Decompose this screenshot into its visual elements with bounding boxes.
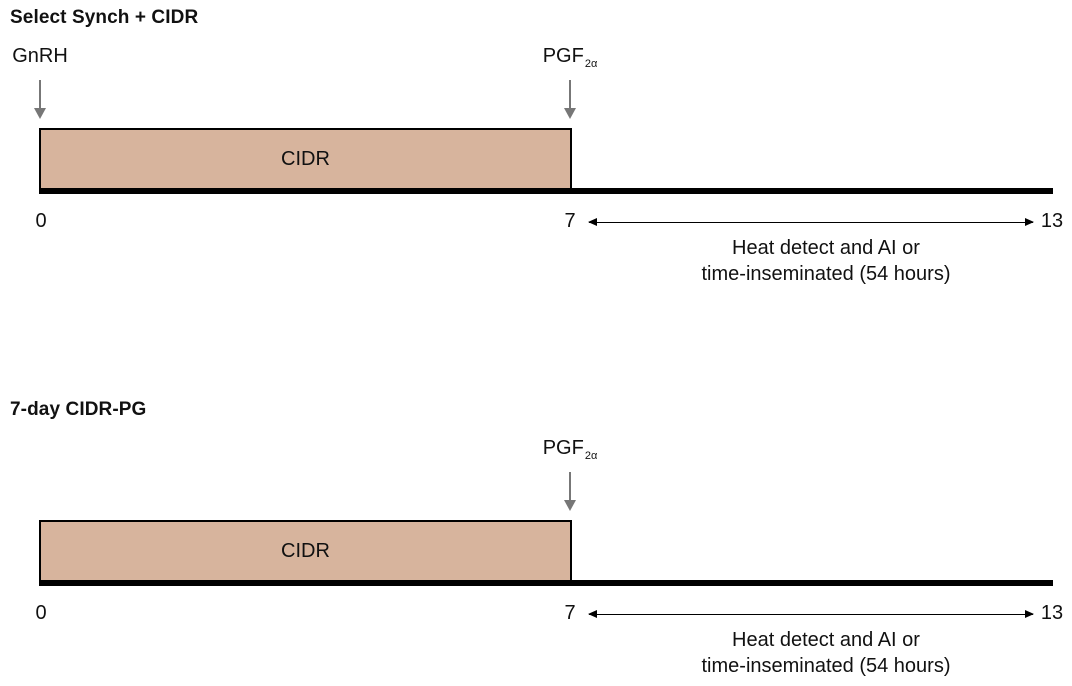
tick-label-day-13: 13 bbox=[1040, 602, 1064, 624]
cidr-period-box: CIDR bbox=[39, 520, 572, 582]
tick-label-day-0: 0 bbox=[35, 602, 47, 624]
timeline-axis bbox=[39, 188, 1053, 194]
pgf-subscript: 2α bbox=[584, 58, 598, 70]
gnrh-marker-label: GnRH bbox=[12, 45, 68, 68]
caption-line-1: Heat detect and AI or bbox=[732, 237, 920, 259]
pgf-marker-label: PGF2α bbox=[543, 45, 598, 70]
panel-title: Select Synch + CIDR bbox=[10, 7, 199, 28]
caption-line-2: time-inseminated (54 hours) bbox=[701, 655, 951, 677]
heat-detect-caption: Heat detect and AI or time-inseminated (… bbox=[646, 627, 1006, 679]
protocol-panel-7-day-cidr-pg: 7-day CIDR-PG PGF2α CIDR 0 7 13 Heat det… bbox=[0, 392, 1072, 686]
caption-line-2: time-inseminated (54 hours) bbox=[701, 263, 951, 285]
heat-detect-range-double-arrow-icon bbox=[588, 610, 1034, 618]
pgf-label-text: PGF bbox=[542, 437, 584, 459]
cidr-label: CIDR bbox=[281, 147, 330, 170]
tick-label-day-13: 13 bbox=[1040, 210, 1064, 232]
pgf-label-text: PGF bbox=[542, 45, 584, 67]
caption-line-1: Heat detect and AI or bbox=[732, 629, 920, 651]
heat-detect-caption: Heat detect and AI or time-inseminated (… bbox=[646, 235, 1006, 287]
cidr-period-box: CIDR bbox=[39, 128, 572, 190]
tick-label-day-7: 7 bbox=[564, 602, 576, 624]
gnrh-label-text: GnRH bbox=[12, 45, 68, 67]
tick-label-day-7: 7 bbox=[564, 210, 576, 232]
pgf-marker-label: PGF2α bbox=[543, 437, 598, 462]
panel-title: 7-day CIDR-PG bbox=[10, 399, 147, 420]
tick-label-day-0: 0 bbox=[35, 210, 47, 232]
heat-detect-range-double-arrow-icon bbox=[588, 218, 1034, 226]
cidr-label: CIDR bbox=[281, 539, 330, 562]
pgf-subscript: 2α bbox=[584, 450, 598, 462]
timeline-axis bbox=[39, 580, 1053, 586]
protocol-panel-select-synch-cidr: Select Synch + CIDR GnRH PGF2α CIDR 0 7 … bbox=[0, 0, 1072, 340]
